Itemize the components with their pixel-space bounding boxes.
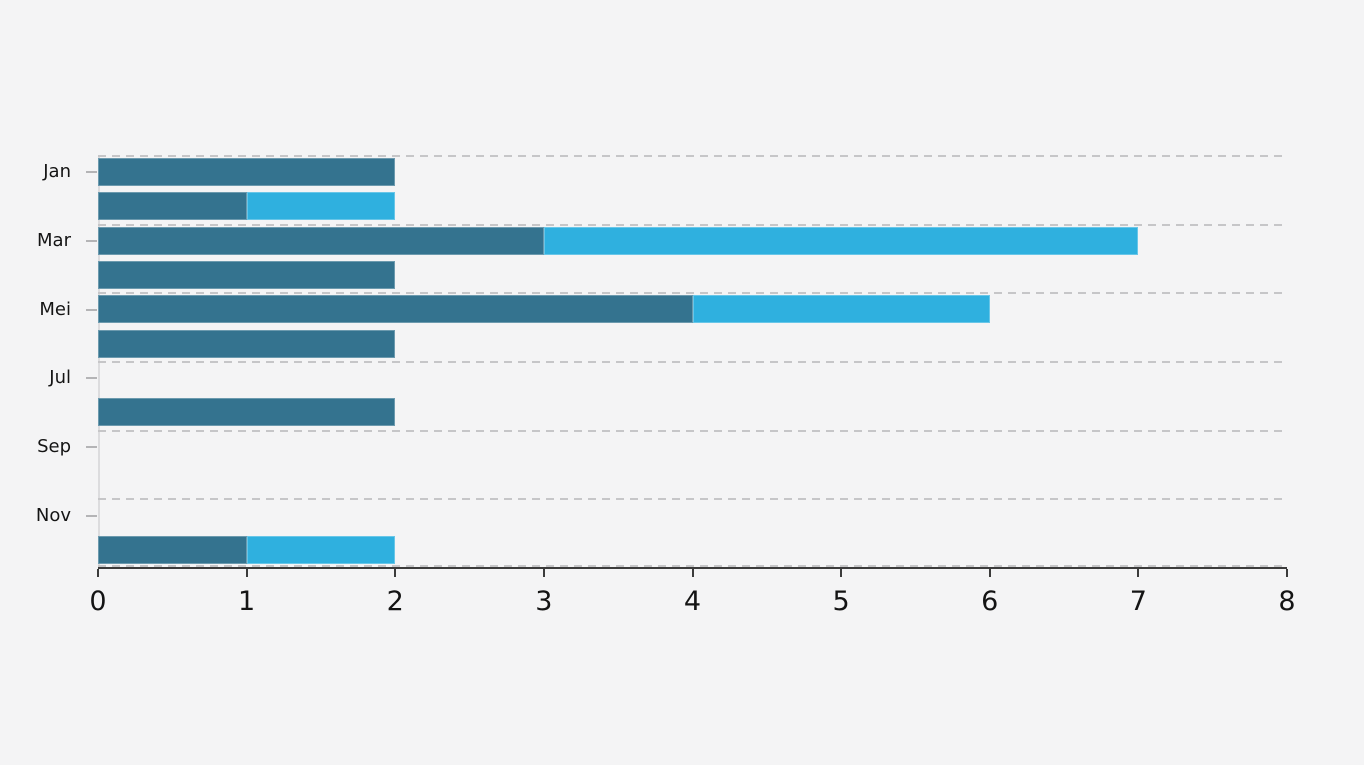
bar-row [98, 467, 1287, 495]
y-tick-mark [86, 445, 97, 448]
plot-area [98, 155, 1287, 567]
gridline-dashed [98, 565, 1287, 567]
x-axis: 0 1 2 3 4 5 6 7 8 [89, 567, 1296, 637]
bar-row [98, 535, 1287, 564]
y-tick-label: Mei [39, 298, 71, 320]
x-tick-label: 1 [238, 586, 256, 617]
x-tick-mark [394, 569, 397, 577]
bar-row [98, 433, 1287, 461]
bar-row [98, 398, 1287, 427]
y-tick-mark [86, 514, 97, 517]
y-tick-label: Sep [37, 435, 71, 457]
x-tick-label: 5 [832, 586, 850, 617]
x-tick-mark [1137, 569, 1140, 577]
y-tick-label: Jan [43, 161, 71, 183]
y-tick-mark [86, 239, 97, 242]
bar-row [98, 192, 1287, 221]
bar-segment-dark-teal [98, 398, 396, 427]
y-tick-label: Mar [37, 229, 71, 251]
y-axis: Jan Mar Mei Jul Sep Nov [0, 155, 98, 567]
y-tick-label: Nov [35, 504, 71, 526]
bar-segment-light-blue [246, 535, 396, 564]
x-tick-mark [542, 569, 545, 577]
x-tick-label: 8 [1278, 586, 1296, 617]
x-tick-label: 3 [535, 586, 553, 617]
gridline-dashed [98, 223, 1287, 226]
gridline-dashed [98, 498, 1287, 501]
bar-segment-light-blue [246, 192, 396, 221]
gridline-dashed [98, 429, 1287, 432]
bar-segment-dark-teal [98, 535, 247, 564]
bar-row [98, 295, 1287, 324]
bar-segment-dark-teal [98, 329, 396, 358]
x-tick-label: 7 [1129, 586, 1147, 617]
x-tick-label: 4 [683, 586, 702, 617]
bar-segment-dark-teal [98, 261, 396, 289]
x-tick-mark [691, 569, 694, 577]
y-tick-mark [86, 308, 97, 311]
x-tick-mark [245, 569, 248, 577]
x-tick-mark [988, 569, 991, 577]
x-tick-label: 0 [89, 586, 107, 617]
gridline-dashed [98, 361, 1287, 363]
bar-row [98, 329, 1287, 358]
x-tick-label: 2 [386, 586, 404, 617]
y-tick-mark [86, 171, 97, 174]
bar-segment-dark-teal [98, 295, 693, 324]
bar-segment-dark-teal [98, 158, 396, 186]
x-tick-mark [97, 569, 99, 577]
y-tick-mark [86, 377, 97, 380]
bar-row [98, 226, 1287, 255]
bar-row [98, 261, 1287, 289]
x-tick-label: 6 [981, 586, 999, 617]
gridline-dashed [98, 155, 1287, 157]
bar-segment-light-blue [692, 295, 990, 324]
x-tick-mark [1286, 569, 1288, 577]
bar-row [98, 364, 1287, 392]
y-tick-label: Jul [49, 367, 71, 389]
x-tick-mark [840, 569, 843, 577]
bar-segment-light-blue [543, 226, 1139, 255]
bar-segment-dark-teal [98, 226, 544, 255]
bar-row [98, 501, 1287, 529]
gridline-dashed [98, 292, 1287, 295]
bar-segment-dark-teal [98, 192, 247, 221]
bar-row [98, 158, 1287, 186]
x-axis-line [98, 567, 1287, 569]
